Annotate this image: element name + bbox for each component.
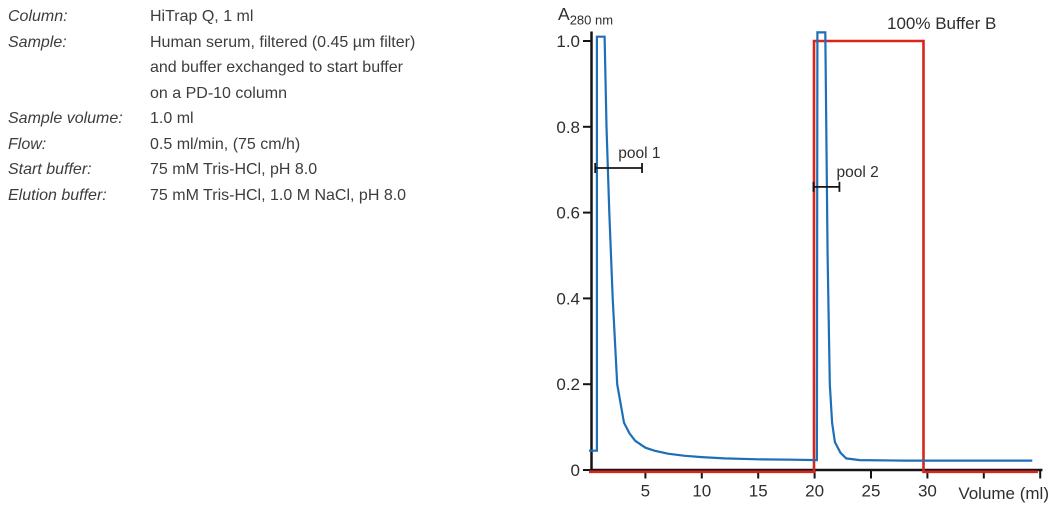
pool-label: pool 2 [836, 164, 878, 181]
condition-label: Sample: [8, 33, 67, 51]
run-conditions-table: Column: HiTrap Q, 1 ml Sample: Human serum,… [8, 4, 478, 208]
condition-label: Sample volume: [8, 110, 123, 127]
y-axis-title-subscript: 280 nm [570, 13, 613, 28]
x-tick-label: 5 [641, 482, 650, 501]
chromatogram-svg: 0 0.2 0.4 0.6 0.8 1.0 5 10 15 20 25 30 pool 1 pool 2 A… [556, 4, 1049, 503]
y-tick-label: 0.6 [556, 204, 580, 223]
condition-value: 0.5 ml/min, (75 cm/h) [150, 135, 301, 153]
x-tick-label: 30 [918, 482, 937, 501]
condition-value: HiTrap Q, 1 ml [150, 8, 254, 25]
condition-value: 75 mM Tris-HCl, pH 8.0 [150, 161, 318, 178]
y-tick-label: 0.4 [556, 289, 580, 308]
condition-value: 75 mM Tris-HCl, 1.0 M NaCl, pH 8.0 [150, 186, 407, 204]
condition-label: Flow: [8, 135, 47, 153]
y-axis-title: A280 nm [558, 4, 613, 28]
x-tick-label: 10 [692, 482, 711, 501]
condition-label: Column: [8, 8, 68, 25]
buffer-b-label: 100% Buffer B [887, 14, 996, 33]
condition-label: Start buffer: [8, 161, 92, 178]
condition-label: Elution buffer: [8, 186, 107, 204]
condition-value: Human serum, filtered (0.45 µm filter) a… [150, 33, 416, 102]
y-tick-label: 0.2 [556, 375, 580, 394]
x-tick-label: 15 [749, 482, 768, 501]
pool-label: pool 1 [618, 145, 660, 162]
x-axis-title: Volume (ml) [958, 484, 1049, 503]
condition-value: 1.0 ml [150, 110, 194, 127]
x-tick-label: 20 [805, 482, 824, 501]
a280-absorbance-curve [589, 31, 1033, 462]
x-tick-label: 25 [862, 482, 881, 501]
buffer-b-percent-curve [589, 39, 1038, 474]
y-tick-label: 1.0 [556, 32, 580, 51]
chromatogram-chart: 0 0.2 0.4 0.6 0.8 1.0 5 10 15 20 25 30 pool 1 pool 2 A… [530, 0, 1053, 506]
y-tick-label: 0 [571, 461, 580, 480]
y-tick-label: 0.8 [556, 118, 580, 137]
